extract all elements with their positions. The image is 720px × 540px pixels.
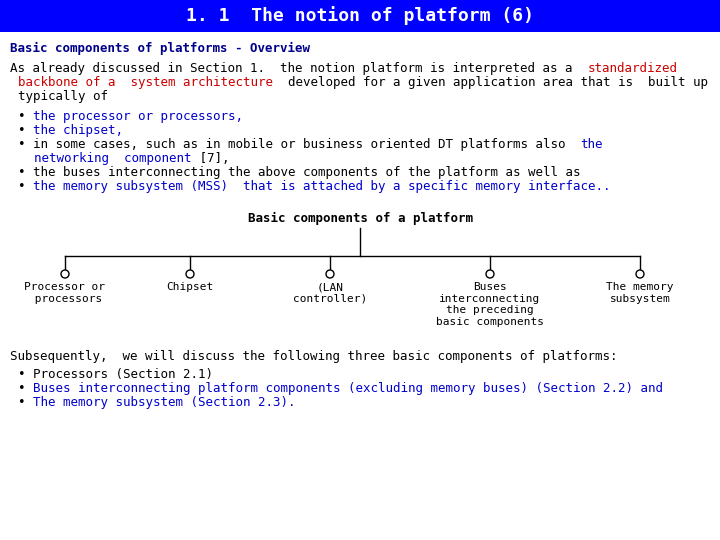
Text: the memory subsystem (MSS)  that is attached by a specific memory interface..: the memory subsystem (MSS) that is attac…: [33, 180, 611, 193]
Text: the buses interconnecting the above components of the platform as well as: the buses interconnecting the above comp…: [33, 166, 580, 179]
Text: Basic components of platforms - Overview: Basic components of platforms - Overview: [10, 42, 310, 55]
Text: Buses interconnecting platform components (excluding memory buses) (Section 2.2): Buses interconnecting platform component…: [33, 382, 663, 395]
Text: [7],: [7],: [192, 152, 229, 165]
Bar: [0, 0, 720, 32]
Circle shape: [636, 270, 644, 278]
Text: networking  component: networking component: [34, 152, 192, 165]
Text: The memory subsystem (Section 2.3).: The memory subsystem (Section 2.3).: [33, 396, 295, 409]
Text: backbone of a  system architecture: backbone of a system architecture: [18, 76, 273, 89]
Circle shape: [186, 270, 194, 278]
Text: Subsequently,  we will discuss the following three basic components of platforms: Subsequently, we will discuss the follow…: [10, 350, 618, 363]
Text: •: •: [18, 382, 33, 395]
Text: As already discussed in Section 1.  the notion platform is interpreted as a: As already discussed in Section 1. the n…: [10, 62, 588, 75]
Text: the: the: [580, 138, 603, 151]
Text: •: •: [18, 138, 33, 151]
Text: 1. 1  The notion of platform (6): 1. 1 The notion of platform (6): [186, 6, 534, 25]
Text: (LAN
controller): (LAN controller): [293, 282, 367, 303]
Text: the processor or processors,: the processor or processors,: [33, 110, 243, 123]
Text: typically of: typically of: [18, 90, 108, 103]
Text: Basic components of a platform: Basic components of a platform: [248, 212, 472, 225]
Text: The memory
subsystem: The memory subsystem: [606, 282, 674, 303]
Text: • Processors (Section 2.1): • Processors (Section 2.1): [18, 368, 213, 381]
Text: Chipset: Chipset: [166, 282, 214, 292]
Text: •: •: [18, 110, 33, 123]
Circle shape: [486, 270, 494, 278]
Circle shape: [61, 270, 69, 278]
Text: •: •: [18, 180, 33, 193]
Text: •: •: [18, 396, 33, 409]
Text: •: •: [18, 124, 33, 137]
Text: standardized: standardized: [588, 62, 678, 75]
Text: developed for a given application area that is  built up: developed for a given application area t…: [273, 76, 708, 89]
Text: Buses
interconnecting
the preceding
basic components: Buses interconnecting the preceding basi…: [436, 282, 544, 327]
Text: •: •: [18, 166, 33, 179]
Text: the chipset,: the chipset,: [33, 124, 123, 137]
Text: Processor or
 processors: Processor or processors: [24, 282, 106, 303]
Text: in some cases, such as in mobile or business oriented DT platforms also: in some cases, such as in mobile or busi…: [33, 138, 580, 151]
Circle shape: [326, 270, 334, 278]
